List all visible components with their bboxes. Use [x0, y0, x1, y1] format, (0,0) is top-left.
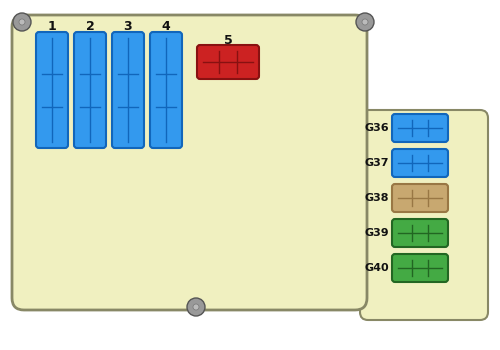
FancyBboxPatch shape: [112, 32, 144, 148]
FancyBboxPatch shape: [392, 149, 448, 177]
Circle shape: [13, 13, 31, 31]
FancyBboxPatch shape: [36, 32, 68, 148]
Text: 2: 2: [86, 21, 94, 34]
FancyBboxPatch shape: [12, 15, 367, 310]
Text: G37: G37: [364, 158, 389, 168]
Text: G39: G39: [364, 228, 389, 238]
Text: 3: 3: [124, 21, 132, 34]
FancyBboxPatch shape: [150, 32, 182, 148]
Circle shape: [193, 304, 199, 310]
FancyBboxPatch shape: [197, 45, 259, 79]
FancyBboxPatch shape: [392, 114, 448, 142]
Circle shape: [362, 19, 368, 25]
Circle shape: [187, 298, 205, 316]
FancyBboxPatch shape: [392, 184, 448, 212]
Text: G38: G38: [364, 193, 389, 203]
Circle shape: [19, 19, 25, 25]
FancyBboxPatch shape: [360, 110, 488, 320]
Text: G36: G36: [364, 123, 389, 133]
FancyBboxPatch shape: [74, 32, 106, 148]
Text: 5: 5: [224, 34, 232, 47]
Text: 4: 4: [162, 21, 170, 34]
Text: G40: G40: [364, 263, 389, 273]
FancyBboxPatch shape: [392, 219, 448, 247]
FancyBboxPatch shape: [392, 254, 448, 282]
Circle shape: [356, 13, 374, 31]
Text: 1: 1: [48, 21, 56, 34]
